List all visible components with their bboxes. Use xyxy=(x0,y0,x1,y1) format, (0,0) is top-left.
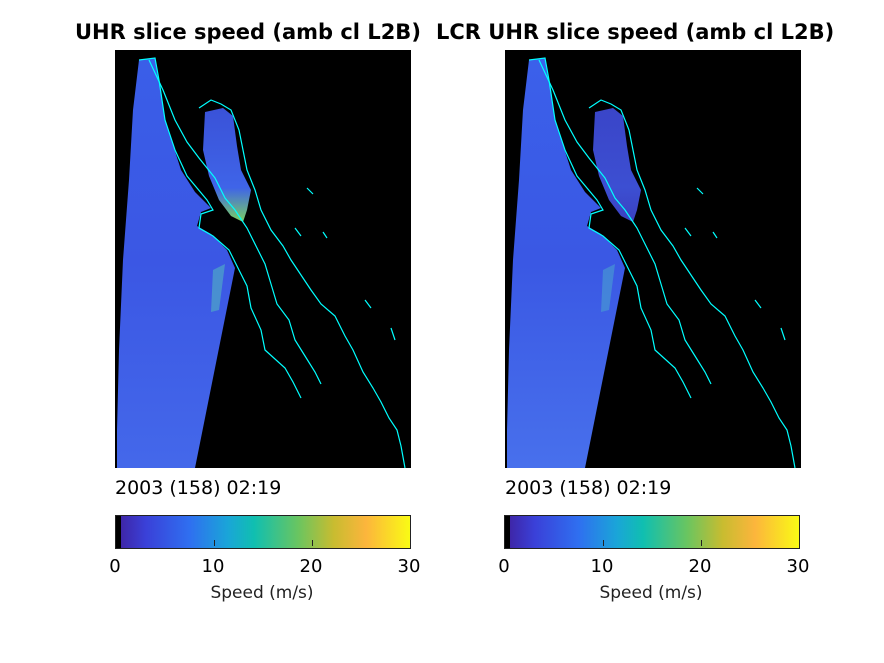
panel-2-colorbar-tick: 30 xyxy=(786,556,810,577)
panel-1-colorbar xyxy=(115,515,411,549)
panel-2-wind-swath xyxy=(507,58,625,468)
panel-2-mainland-coast xyxy=(588,99,796,468)
panel-1-colorbar-tickmark xyxy=(312,540,313,546)
panel-1-wind-swath xyxy=(117,58,235,468)
panel-1-colorbar-tickmark xyxy=(214,540,215,546)
panel-2-colorbar-tick: 20 xyxy=(688,556,712,577)
panel-1-coastlines xyxy=(138,57,406,468)
panel-1-timestamp: 2003 (158) 02:19 xyxy=(115,477,282,499)
panel-1-colorbar-tick: 10 xyxy=(201,556,225,577)
panel-2-colorbar-label: Speed (m/s) xyxy=(599,583,703,603)
panel-1-mainland-coast xyxy=(198,99,406,468)
panel-1-high-speed-streak xyxy=(211,264,225,312)
panel-2-speed-map xyxy=(505,50,801,468)
panel-2-colorbar-tickmark xyxy=(701,540,702,546)
panel-2-coastlines xyxy=(528,57,796,468)
panel-1-colorbar-tick: 30 xyxy=(397,556,421,577)
panel-2-coast-fragment xyxy=(684,187,786,341)
panel-2-high-speed-streak xyxy=(601,264,615,312)
panel-2-colorbar xyxy=(504,515,800,549)
panel-1-coast-fragment xyxy=(294,187,396,341)
panel-1-colorbar-label: Speed (m/s) xyxy=(210,583,314,603)
panel-2-title: LCR UHR slice speed (amb cl L2B) xyxy=(436,20,835,44)
panel-1-gulf-water xyxy=(203,108,251,222)
panel-2-baja-west-coast xyxy=(528,57,692,399)
panel-2-map-svg xyxy=(507,57,796,468)
panel-2-colorbar-tickmark xyxy=(603,540,604,546)
panel-2-timestamp: 2003 (158) 02:19 xyxy=(505,477,672,499)
panel-1-map-svg xyxy=(117,57,406,468)
panel-1-speed-map xyxy=(115,50,411,468)
panel-1-title: UHR slice speed (amb cl L2B) xyxy=(75,20,421,44)
panel-1-colorbar-tick: 0 xyxy=(109,556,121,577)
panel-2-baja-east-coast xyxy=(538,59,712,385)
panel-2-gulf-water xyxy=(593,108,641,222)
panel-2-colorbar-tick: 10 xyxy=(590,556,614,577)
panel-1-baja-west-coast xyxy=(138,57,302,399)
panel-1-colorbar-tick: 20 xyxy=(299,556,323,577)
panel-1-baja-east-coast xyxy=(148,59,322,385)
panel-2-colorbar-tick: 0 xyxy=(498,556,510,577)
